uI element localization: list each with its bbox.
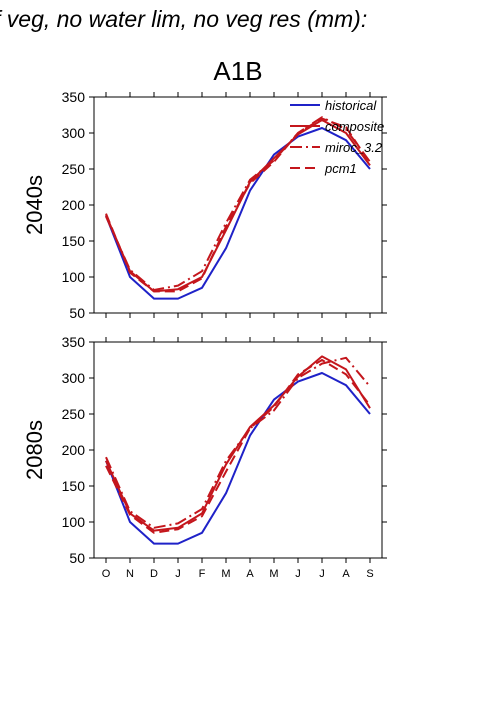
x-tick-label: A — [342, 568, 350, 580]
series-line-historical — [105, 127, 371, 300]
legend-label-historical: historical — [325, 98, 377, 113]
y-tick-label: 350 — [62, 89, 86, 105]
x-tick-label: J — [319, 568, 325, 580]
legend-label-composite: composite — [325, 119, 384, 134]
x-tick-label: F — [199, 568, 206, 580]
x-tick-label: J — [295, 568, 301, 580]
y-tick-label: 150 — [62, 233, 86, 249]
y-tick-label: 50 — [69, 305, 85, 321]
y-tick-label: 200 — [62, 442, 86, 458]
scenario-label: A1B — [213, 56, 262, 86]
x-tick-label: A — [246, 568, 254, 580]
series-line-miroc_3.2 — [105, 116, 371, 291]
series-line-composite — [105, 355, 371, 532]
panel-label: 2080s — [22, 420, 47, 480]
x-tick-label: M — [269, 568, 278, 580]
y-tick-label: 250 — [62, 406, 86, 422]
y-tick-label: 300 — [62, 125, 86, 141]
series-line-pcm1 — [105, 359, 371, 534]
panel-label: 2040s — [22, 175, 47, 235]
series-line-miroc_3.2 — [105, 356, 371, 529]
x-tick-label: N — [126, 568, 134, 580]
y-tick-label: 100 — [62, 269, 86, 285]
panel-2040s: 50 100 150 200 250 300 350 2040s — [22, 89, 387, 321]
y-tick-label: 100 — [62, 514, 86, 530]
y-tick-label: 50 — [69, 550, 85, 566]
y-tick-label: 350 — [62, 334, 86, 350]
series-line-pcm1 — [105, 117, 371, 293]
x-tick-label: S — [366, 568, 373, 580]
y-tick-label: 150 — [62, 478, 86, 494]
legend-label-pcm1: pcm1 — [324, 161, 357, 176]
x-tick-label: O — [102, 568, 111, 580]
y-tick-label: 200 — [62, 197, 86, 213]
x-tick-label: M — [221, 568, 230, 580]
x-tick-label: J — [175, 568, 181, 580]
figure-title: f veg, no water lim, no veg res (mm): — [0, 6, 367, 32]
panel-2080s: 50 100 150 200 250 300 350 O N D J F M A M J J A S 2080s — [22, 334, 387, 580]
y-tick-label: 300 — [62, 370, 86, 386]
x-tick-label: D — [150, 568, 158, 580]
series-line-historical — [105, 372, 371, 545]
legend: historical composite miroc_3.2 pcm1 — [290, 98, 384, 176]
y-tick-label: 250 — [62, 161, 86, 177]
legend-label-miroc_3.2: miroc_3.2 — [325, 140, 383, 155]
